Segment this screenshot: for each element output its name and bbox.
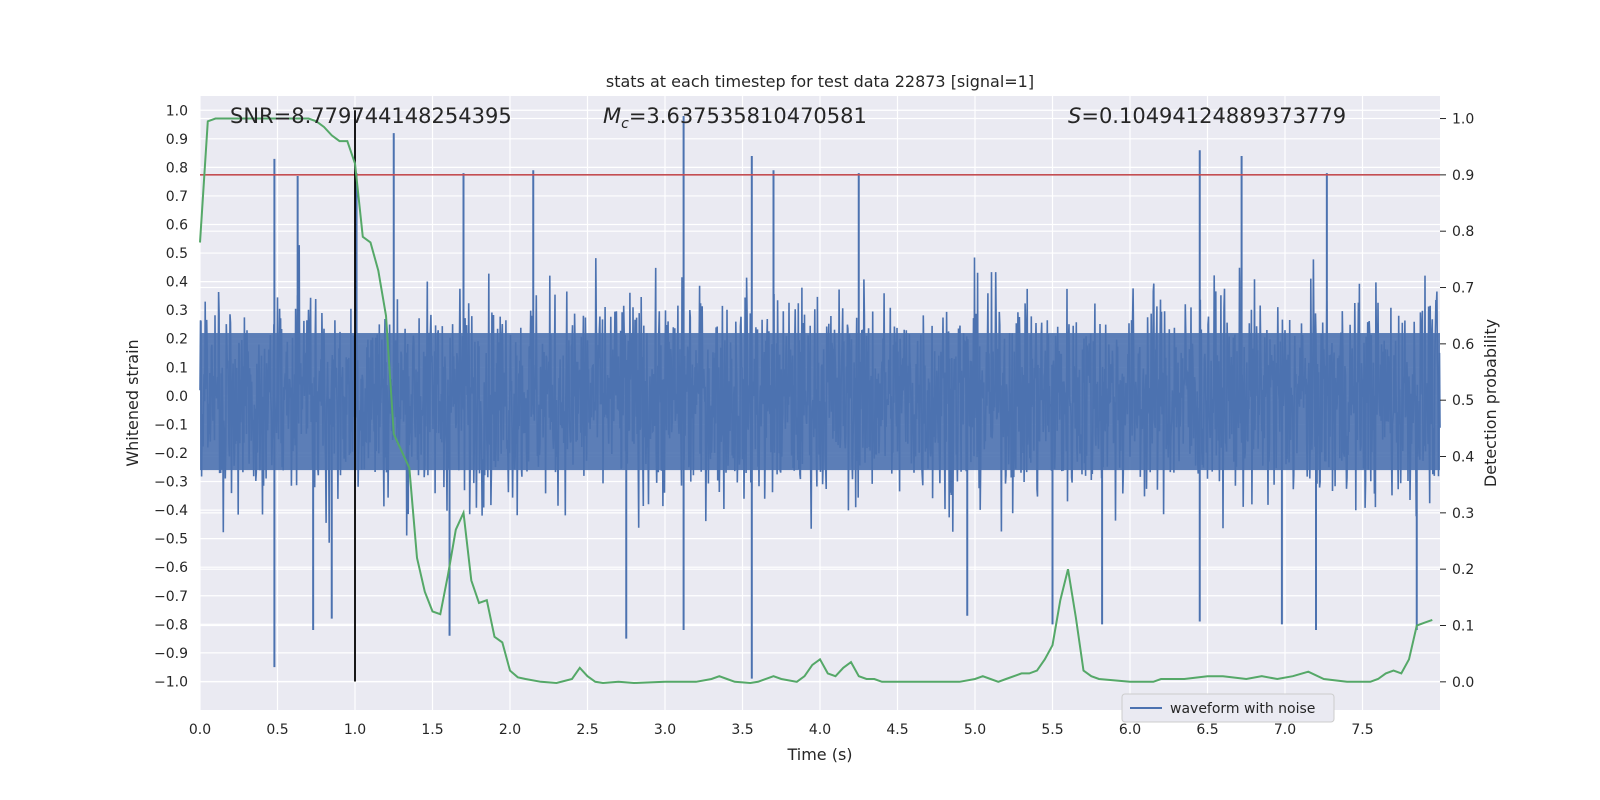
x-tick-label: 0.5 — [266, 722, 288, 738]
y-tick-label-left: −0.2 — [154, 446, 188, 462]
y-tick-label-right: 1.0 — [1452, 112, 1474, 128]
y-tick-label-left: 0.6 — [166, 218, 188, 234]
x-tick-label: 6.5 — [1196, 722, 1218, 738]
y-tick-label-left: 0.2 — [166, 332, 188, 348]
axis-ticks: 0.0 0.5 1.0 1.5 2.0 2.5 3.0 3.5 4.0 4.5 5.0 5.5 6.0 6… — [154, 103, 1474, 738]
y-tick-label-left: −0.8 — [154, 617, 188, 633]
y-tick-label-left: 0.0 — [166, 389, 188, 405]
y-tick-label-left: 0.9 — [166, 132, 188, 148]
chart-title: stats at each timestep for test data 228… — [606, 72, 1034, 91]
y-tick-label-left: 0.1 — [166, 360, 188, 376]
y-tick-label-left: 0.8 — [166, 160, 188, 176]
y-tick-label-left: −0.3 — [154, 475, 188, 491]
y-tick-label-right: 0.2 — [1452, 562, 1474, 578]
y-axis-label-right: Detection probability — [1481, 319, 1500, 487]
x-tick-label: 4.5 — [886, 722, 908, 738]
y-tick-label-left: 0.5 — [166, 246, 188, 262]
y-tick-label-right: 0.8 — [1452, 224, 1474, 240]
x-tick-label: 7.5 — [1351, 722, 1373, 738]
y-tick-label-left: −0.4 — [154, 503, 188, 519]
s-annotation: S=0.10494124889373779 — [1068, 104, 1346, 128]
chirp-mass-annotation: Mc=3.637535810470581 — [603, 104, 867, 132]
y-tick-label-right: 0.6 — [1452, 337, 1474, 353]
x-tick-label: 7.0 — [1274, 722, 1296, 738]
y-tick-label-right: 0.7 — [1452, 281, 1474, 297]
overlay-layer — [199, 110, 1440, 685]
legend-label-waveform: waveform with noise — [1170, 701, 1315, 717]
y-tick-label-left: −1.0 — [154, 674, 188, 690]
y-tick-label-left: 0.7 — [166, 189, 188, 205]
x-tick-label: 4.0 — [809, 722, 831, 738]
x-tick-label: 5.5 — [1041, 722, 1063, 738]
detection-probability-line — [199, 117, 1433, 685]
y-tick-label-left: 0.4 — [166, 275, 188, 291]
y-tick-label-right: 0.0 — [1452, 675, 1474, 691]
s-value: =0.10494124889373779 — [1081, 104, 1346, 128]
y-tick-label-left: 1.0 — [166, 103, 188, 119]
x-tick-label: 2.5 — [576, 722, 598, 738]
x-tick-label: 5.0 — [964, 722, 986, 738]
y-tick-label-left: −0.6 — [154, 560, 188, 576]
s-symbol: S — [1068, 104, 1081, 128]
chirp-mass-value: =3.637535810470581 — [629, 104, 867, 128]
x-tick-label: 3.0 — [654, 722, 676, 738]
x-tick-label: 2.0 — [499, 722, 521, 738]
y-tick-label-left: −0.9 — [154, 646, 188, 662]
x-tick-label: 1.0 — [344, 722, 366, 738]
x-tick-label: 3.5 — [731, 722, 753, 738]
y-tick-label-left: −0.5 — [154, 532, 188, 548]
y-tick-label-left: −0.7 — [154, 589, 188, 605]
waveform-series — [199, 115, 1441, 679]
chirp-mass-subscript: c — [621, 116, 629, 132]
y-tick-label-right: 0.9 — [1452, 168, 1474, 184]
legend-box — [1121, 693, 1335, 723]
y-tick-label-right: 0.5 — [1452, 393, 1474, 409]
y-tick-label-right: 0.4 — [1452, 450, 1474, 466]
y-tick-label-left: −0.1 — [154, 417, 188, 433]
legend: waveform with noise — [1121, 693, 1335, 723]
x-tick-label: 1.5 — [421, 722, 443, 738]
x-tick-label: 6.0 — [1119, 722, 1141, 738]
y-axis-label-left: Whitened strain — [123, 339, 142, 466]
y-tick-label-left: 0.3 — [166, 303, 188, 319]
chirp-mass-symbol: M — [603, 104, 621, 128]
waveform-core-band — [200, 333, 1440, 471]
y-tick-label-right: 0.1 — [1452, 619, 1474, 635]
x-tick-label: 0.0 — [189, 722, 211, 738]
snr-annotation: SNR=8.779744148254395 — [230, 104, 512, 128]
x-axis-label: Time (s) — [786, 745, 852, 764]
y-tick-label-right: 0.3 — [1452, 506, 1474, 522]
